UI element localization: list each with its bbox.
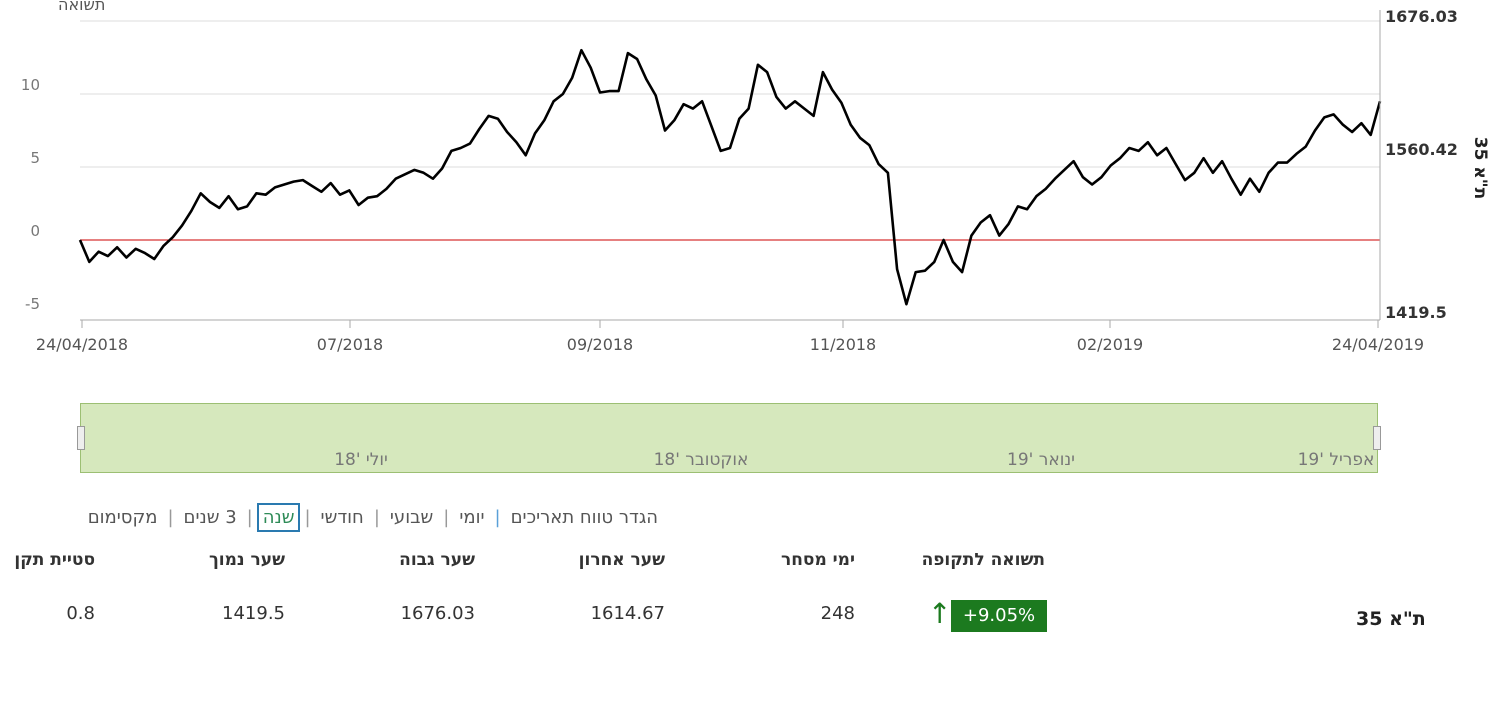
range-label-april: אפריל '19 xyxy=(1297,450,1375,470)
y-axis-right: 1676.03 1560.42 1419.5 xyxy=(1385,7,1458,322)
header-period-return: תשואה לתקופה xyxy=(921,550,1045,570)
period-selector: הגדר טווח תאריכים | יומי | שבועי | חודשי… xyxy=(82,500,664,534)
range-handle-left[interactable] xyxy=(77,426,85,450)
x-tick-label: 02/2019 xyxy=(1077,335,1143,354)
x-tick-label: 11/2018 xyxy=(810,335,876,354)
range-handle-right[interactable] xyxy=(1373,426,1381,450)
y2-tick-label: 1676.03 xyxy=(1385,7,1458,26)
x-tick-label: 07/2018 xyxy=(317,335,383,354)
range-label-october: אוקטובר '18 xyxy=(653,450,749,470)
chart-grid xyxy=(80,20,1380,321)
x-tick-label: 24/04/2019 xyxy=(1332,335,1424,354)
period-year[interactable]: שנה xyxy=(256,502,301,532)
range-selector[interactable]: יולי '18 אוקטובר '18 ינואר '19 אפריל '19 xyxy=(77,403,1381,473)
index-name: ת"א 35 xyxy=(1356,608,1426,630)
low-rate-value: 1419.5 xyxy=(222,603,285,624)
x-tick-label: 24/04/2018 xyxy=(36,335,128,354)
header-trading-days: ימי מסחר xyxy=(780,550,855,570)
y-tick-label: 10 xyxy=(21,76,40,94)
series-line xyxy=(78,48,1382,306)
up-arrow-icon: ↑ xyxy=(928,597,952,630)
separator: | xyxy=(443,506,450,528)
x-tick-label: 09/2018 xyxy=(567,335,633,354)
y2-tick-label: 1419.5 xyxy=(1385,303,1447,322)
y-axis-left: 10 5 0 -5 xyxy=(21,76,40,313)
x-axis: 24/04/2018 07/2018 09/2018 11/2018 02/2019 24… xyxy=(36,320,1424,354)
period-daily[interactable]: יומי xyxy=(459,506,485,528)
period-return-value: +9.05% xyxy=(951,600,1047,632)
header-last-rate: שער אחרון xyxy=(578,550,665,570)
y-tick-label: -5 xyxy=(25,295,40,313)
separator: | xyxy=(246,506,253,528)
separator: | xyxy=(304,506,311,528)
range-label-july: יולי '18 xyxy=(334,450,388,470)
chart: 10 5 0 -5 1676.03 1560.42 1419.5 24/04/2018 07… xyxy=(21,0,1490,354)
separator: | xyxy=(167,506,174,528)
range-label-january: ינואר '19 xyxy=(1007,450,1075,470)
y-tick-label: 0 xyxy=(30,222,40,240)
y2-axis-title: 35 ת"א xyxy=(1470,137,1490,199)
separator: | xyxy=(373,506,380,528)
period-monthly[interactable]: חודשי xyxy=(320,506,364,528)
std-dev-value: 0.8 xyxy=(66,603,95,624)
period-3-years[interactable]: 3 שנים xyxy=(183,506,237,528)
y2-tick-label: 1560.42 xyxy=(1385,140,1458,159)
period-weekly[interactable]: שבועי xyxy=(389,506,434,528)
header-low-rate: שער נמוך xyxy=(208,550,285,570)
y-tick-label: 5 xyxy=(30,149,40,167)
header-std-dev: סטיית תקן xyxy=(14,550,95,570)
last-rate-value: 1614.67 xyxy=(590,603,665,624)
y-axis-title: תשואה xyxy=(58,0,105,14)
high-rate-value: 1676.03 xyxy=(400,603,475,624)
trading-days-value: 248 xyxy=(820,603,855,624)
separator: | xyxy=(494,506,501,528)
header-high-rate: שער גבוה xyxy=(399,550,475,570)
custom-range-link[interactable]: הגדר טווח תאריכים xyxy=(510,506,658,528)
period-max[interactable]: מקסימום xyxy=(87,506,158,528)
